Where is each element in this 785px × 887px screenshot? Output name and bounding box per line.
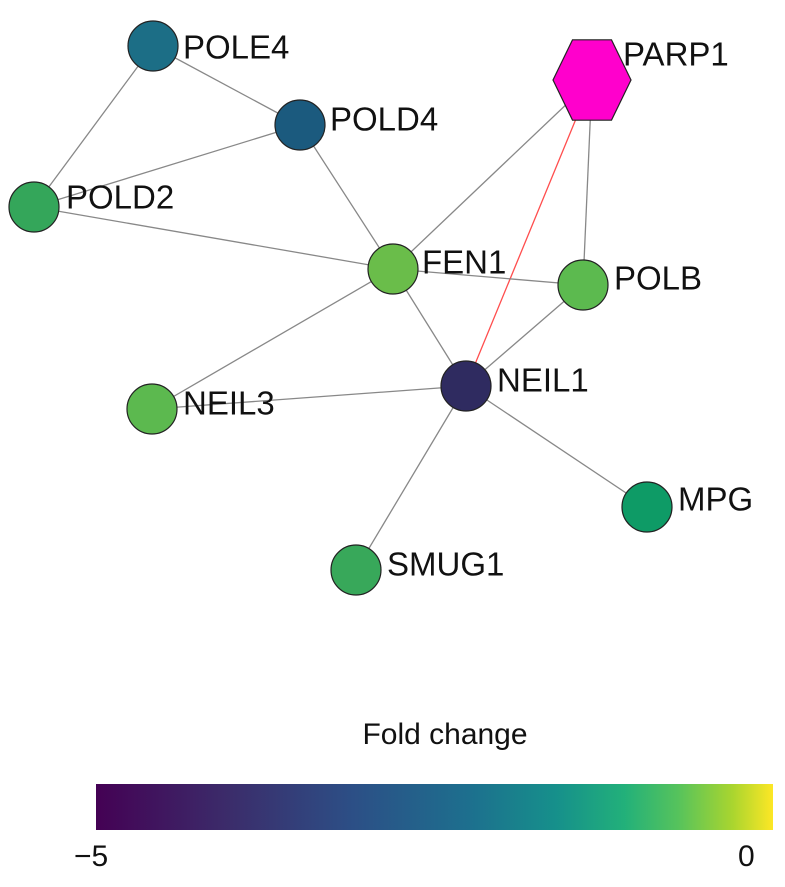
node-layer <box>8 20 673 596</box>
edge-polb-neil1 <box>465 284 584 387</box>
node-parp1 <box>552 39 632 121</box>
edge-fen1-polb <box>392 268 584 286</box>
node-fen1 <box>367 243 419 295</box>
edge-fen1-neil3 <box>151 268 394 410</box>
edge-neil1-neil3 <box>151 385 467 410</box>
edge-pold4-fen1 <box>299 124 394 270</box>
node-pole4 <box>127 20 179 72</box>
node-pold4 <box>274 99 326 151</box>
node-mpg <box>621 481 673 533</box>
edge-pole4-pold4 <box>152 45 301 126</box>
node-pold2 <box>8 181 60 233</box>
edge-parp1-neil1 <box>465 79 593 387</box>
node-label-fen1: FEN1 <box>422 244 506 281</box>
node-label-smug1: SMUG1 <box>387 546 504 583</box>
color-scale-bar <box>96 784 773 830</box>
node-polb <box>557 259 609 311</box>
node-label-neil1: NEIL1 <box>497 362 589 399</box>
edge-neil1-smug1 <box>355 385 467 571</box>
label-layer: POLE4 POLD4 POLD2 PARP1 FEN1 POLB NEIL1 NEIL3 MP… <box>66 29 753 583</box>
node-smug1 <box>330 544 382 596</box>
node-label-parp1: PARP1 <box>623 36 729 73</box>
legend-max-label: 0 <box>738 840 755 873</box>
edge-neil1-mpg <box>465 385 648 508</box>
node-label-pold4: POLD4 <box>330 101 438 138</box>
node-neil1 <box>440 360 492 412</box>
node-label-mpg: MPG <box>678 481 753 518</box>
node-label-pold2: POLD2 <box>66 179 174 216</box>
node-neil3 <box>126 383 178 435</box>
edge-pold4-pold2 <box>33 124 301 208</box>
node-label-neil3: NEIL3 <box>183 385 275 422</box>
edge-pold2-fen1 <box>33 206 394 270</box>
edge-parp1-fen1 <box>392 79 593 270</box>
node-label-pole4: POLE4 <box>183 29 289 66</box>
network-diagram: POLE4 POLD4 POLD2 PARP1 FEN1 POLB NEIL1 NEIL3 MP… <box>8 20 753 596</box>
edge-layer <box>33 45 648 571</box>
legend-title: Fold change <box>362 718 528 751</box>
edge-pole4-pold2 <box>33 45 154 208</box>
node-label-polb: POLB <box>614 260 702 297</box>
legend-min-label: −5 <box>74 840 109 873</box>
